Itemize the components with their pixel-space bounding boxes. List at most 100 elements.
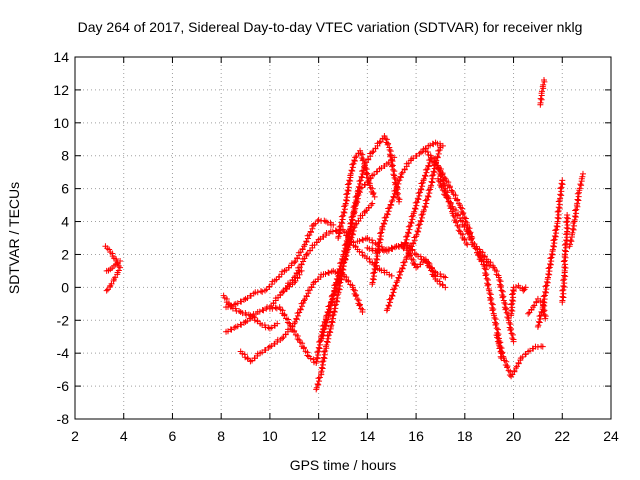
x-tick-label: 22 bbox=[554, 428, 570, 444]
data-point bbox=[405, 229, 412, 236]
data-point bbox=[422, 166, 429, 173]
data-point bbox=[536, 319, 543, 326]
data-point bbox=[418, 186, 425, 193]
data-point bbox=[520, 287, 527, 294]
data-point bbox=[103, 287, 110, 294]
data-point bbox=[495, 335, 502, 342]
x-tick-label: 20 bbox=[506, 428, 522, 444]
data-point bbox=[356, 178, 363, 185]
data-point bbox=[550, 242, 557, 249]
data-point bbox=[539, 309, 546, 316]
data-point bbox=[259, 288, 266, 295]
data-point bbox=[340, 212, 347, 219]
data-point bbox=[495, 340, 502, 347]
data-point bbox=[369, 200, 376, 207]
data-point bbox=[385, 246, 392, 253]
data-point bbox=[330, 221, 337, 228]
series-arc-05 bbox=[223, 267, 305, 335]
data-point bbox=[395, 195, 402, 202]
data-point bbox=[415, 228, 422, 235]
data-point bbox=[389, 197, 396, 204]
data-point bbox=[319, 359, 326, 366]
data-point bbox=[359, 174, 366, 181]
data-point bbox=[349, 164, 356, 171]
data-point bbox=[417, 253, 424, 260]
data-point bbox=[356, 302, 363, 309]
data-point bbox=[421, 172, 428, 179]
data-point bbox=[508, 330, 515, 337]
data-point bbox=[357, 180, 364, 187]
data-point bbox=[415, 222, 422, 229]
data-point bbox=[341, 248, 348, 255]
data-point bbox=[415, 190, 422, 197]
data-point bbox=[294, 335, 301, 342]
data-point bbox=[455, 227, 462, 234]
data-point bbox=[567, 241, 574, 248]
data-point bbox=[393, 279, 400, 286]
data-point bbox=[330, 291, 337, 298]
data-point bbox=[335, 233, 342, 240]
data-point bbox=[330, 315, 337, 322]
x-tick-label: 12 bbox=[311, 428, 327, 444]
data-point bbox=[439, 171, 446, 178]
data-point bbox=[391, 188, 398, 195]
data-point bbox=[560, 283, 567, 290]
data-point bbox=[434, 154, 441, 161]
data-point bbox=[501, 299, 508, 306]
y-tick-label: 10 bbox=[53, 115, 69, 131]
data-point bbox=[323, 323, 330, 330]
data-point bbox=[345, 235, 352, 242]
data-point bbox=[503, 309, 510, 316]
data-point bbox=[498, 345, 505, 352]
data-point bbox=[337, 223, 344, 230]
data-point bbox=[437, 144, 444, 151]
data-point bbox=[411, 205, 418, 212]
data-point bbox=[340, 209, 347, 216]
data-point bbox=[400, 259, 407, 266]
data-point bbox=[337, 226, 344, 233]
data-point bbox=[328, 318, 335, 325]
data-point bbox=[388, 163, 395, 170]
data-point bbox=[344, 187, 351, 194]
data-point bbox=[380, 220, 387, 227]
data-point bbox=[560, 277, 567, 284]
data-point bbox=[478, 258, 485, 265]
data-point bbox=[322, 348, 329, 355]
data-point bbox=[509, 287, 516, 294]
data-point bbox=[559, 287, 566, 294]
data-point bbox=[555, 198, 562, 205]
data-point bbox=[405, 223, 412, 230]
data-point bbox=[313, 384, 320, 391]
series-arc-04 bbox=[220, 292, 281, 332]
data-point bbox=[352, 154, 359, 161]
series-arc-03 bbox=[103, 264, 124, 294]
data-point bbox=[418, 218, 425, 225]
data-point bbox=[510, 338, 517, 345]
data-point bbox=[323, 319, 330, 326]
series-arc-02 bbox=[103, 258, 124, 274]
data-point bbox=[384, 305, 391, 312]
data-point bbox=[446, 184, 453, 191]
data-point bbox=[328, 298, 335, 305]
data-point bbox=[386, 204, 393, 211]
data-point bbox=[284, 319, 291, 326]
plot-frame bbox=[74, 56, 612, 420]
data-point bbox=[352, 221, 359, 228]
data-point bbox=[389, 293, 396, 300]
data-point bbox=[542, 288, 549, 295]
data-point bbox=[412, 199, 419, 206]
data-point bbox=[388, 244, 395, 251]
data-point bbox=[461, 237, 468, 244]
data-point bbox=[466, 225, 473, 232]
data-point bbox=[315, 344, 322, 351]
data-point bbox=[325, 312, 332, 319]
data-point bbox=[376, 139, 383, 146]
data-point bbox=[574, 190, 581, 197]
series-arc-27 bbox=[559, 211, 571, 306]
data-point bbox=[578, 182, 585, 189]
data-point bbox=[341, 242, 348, 249]
data-point bbox=[336, 280, 343, 287]
series-arc-25 bbox=[534, 177, 566, 330]
data-point bbox=[509, 335, 516, 342]
data-point bbox=[325, 335, 332, 342]
